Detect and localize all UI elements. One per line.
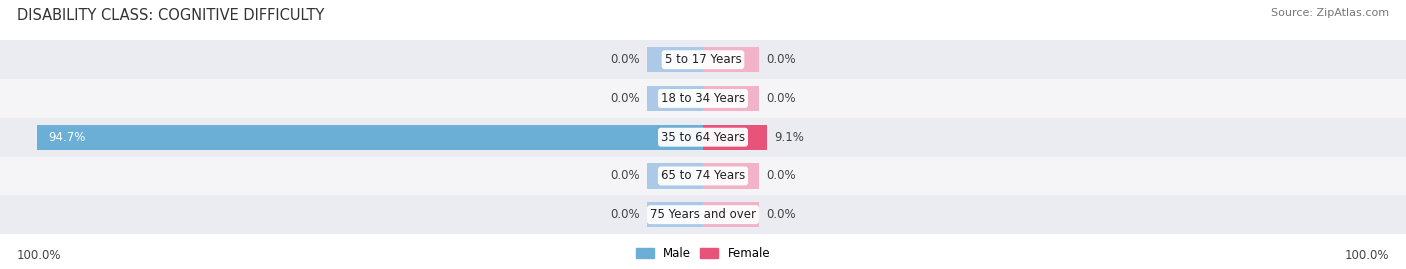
Text: 0.0%: 0.0% xyxy=(610,208,640,221)
Text: 100.0%: 100.0% xyxy=(17,249,62,262)
Bar xyxy=(703,47,759,72)
Bar xyxy=(703,202,759,227)
Text: 18 to 34 Years: 18 to 34 Years xyxy=(661,92,745,105)
Text: 0.0%: 0.0% xyxy=(766,53,796,66)
Bar xyxy=(647,47,703,72)
Text: 0.0%: 0.0% xyxy=(610,169,640,182)
Bar xyxy=(0,40,1406,79)
Text: 0.0%: 0.0% xyxy=(610,53,640,66)
Bar xyxy=(703,125,768,150)
Text: 9.1%: 9.1% xyxy=(775,131,804,144)
Text: 0.0%: 0.0% xyxy=(610,92,640,105)
Text: 65 to 74 Years: 65 to 74 Years xyxy=(661,169,745,182)
Text: 100.0%: 100.0% xyxy=(1344,249,1389,262)
Bar xyxy=(703,163,759,189)
Bar xyxy=(647,202,703,227)
Text: DISABILITY CLASS: COGNITIVE DIFFICULTY: DISABILITY CLASS: COGNITIVE DIFFICULTY xyxy=(17,8,325,23)
Bar xyxy=(703,86,759,111)
Legend: Male, Female: Male, Female xyxy=(636,247,770,260)
Bar xyxy=(647,163,703,189)
Text: Source: ZipAtlas.com: Source: ZipAtlas.com xyxy=(1271,8,1389,18)
Bar xyxy=(37,125,703,150)
Text: 0.0%: 0.0% xyxy=(766,169,796,182)
Text: 5 to 17 Years: 5 to 17 Years xyxy=(665,53,741,66)
Text: 35 to 64 Years: 35 to 64 Years xyxy=(661,131,745,144)
Bar xyxy=(0,195,1406,234)
Bar xyxy=(0,118,1406,157)
Text: 0.0%: 0.0% xyxy=(766,92,796,105)
Text: 75 Years and over: 75 Years and over xyxy=(650,208,756,221)
Text: 94.7%: 94.7% xyxy=(48,131,86,144)
Bar xyxy=(0,157,1406,195)
Text: 0.0%: 0.0% xyxy=(766,208,796,221)
Bar xyxy=(647,86,703,111)
Bar xyxy=(0,79,1406,118)
